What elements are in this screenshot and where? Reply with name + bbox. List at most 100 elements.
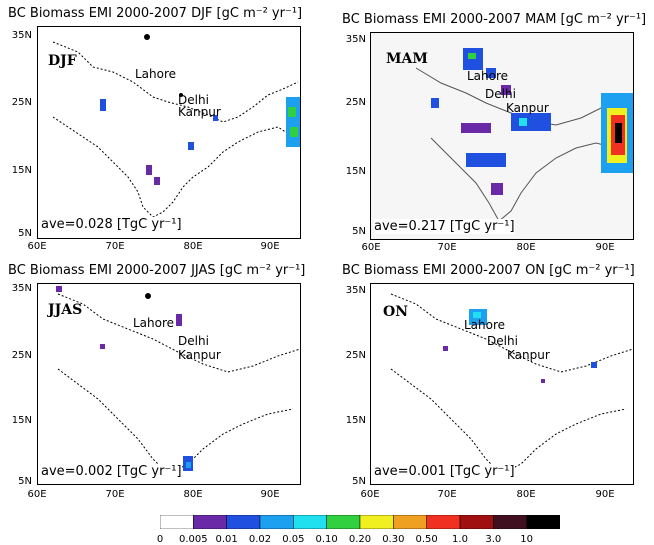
lon-label: 60E <box>27 241 47 252</box>
colorbar-segment <box>459 515 494 529</box>
colorbar-tick-label: 0.20 <box>348 534 372 545</box>
colorbar-tick-label: 0 <box>156 534 164 545</box>
emission-cell <box>213 115 218 121</box>
colorbar-segment <box>526 515 560 529</box>
city-kanpur: Kanpur <box>506 101 549 115</box>
lon-label: 80E <box>516 489 536 500</box>
emission-cell <box>100 344 105 349</box>
colorbar-tick-label: 0.50 <box>415 534 438 545</box>
colorbar-tick-label: 3.0 <box>485 534 502 545</box>
emission-cell <box>286 97 300 147</box>
city-lahore: Lahore <box>133 316 175 330</box>
emission-cell <box>290 127 298 137</box>
emission-cell <box>486 68 496 78</box>
city-delhi: Delhi <box>178 334 209 348</box>
lon-label: 90E <box>260 241 280 252</box>
city-marker-lahore <box>144 34 150 40</box>
lon-label: 90E <box>595 242 615 253</box>
panel-title: BC Biomass EMI 2000-2007 JJAS [gC m⁻² yr… <box>8 263 306 278</box>
city-lahore: Lahore <box>464 318 506 332</box>
colorbar <box>160 515 560 529</box>
colorbar-segment <box>326 515 361 529</box>
city-delhi: Delhi <box>485 87 516 101</box>
map-canvas <box>52 34 300 218</box>
emission-cell <box>491 183 503 195</box>
lat-label: 5N <box>352 226 366 237</box>
lat-label: 15N <box>11 415 32 426</box>
lat-label: 25N <box>11 350 32 361</box>
coastline <box>390 293 633 475</box>
map-frame: DJF Lahore Delhi Kanpur ave=0.028 [TgC y… <box>37 26 301 239</box>
emission-cell <box>591 362 597 368</box>
colorbar-tick-label: 0.30 <box>382 534 405 545</box>
lat-label: 35N <box>345 34 366 45</box>
emission-cell <box>188 142 194 150</box>
colorbar-segment <box>160 515 194 529</box>
city-kanpur: Kanpur <box>178 105 221 119</box>
colorbar-segment <box>493 515 527 529</box>
colorbar-tick-label: 0.01 <box>215 534 238 545</box>
emission-cell <box>615 123 622 143</box>
panel-title: BC Biomass EMI 2000-2007 DJF [gC m⁻² yr⁻… <box>8 6 303 21</box>
map-frame: JJAS Lahore Delhi Kanpur ave=0.002 [TgC … <box>37 283 301 485</box>
season-label: MAM <box>386 51 428 67</box>
colorbar-segment <box>359 515 394 529</box>
emission-cell <box>288 107 296 117</box>
panel-title: BC Biomass EMI 2000-2007 ON [gC m⁻² yr⁻¹… <box>342 263 635 278</box>
emission-cell <box>146 165 152 175</box>
colorbar-segment <box>226 515 261 529</box>
emission-cell <box>100 99 106 111</box>
lat-label: 25N <box>345 97 366 108</box>
emission-cell <box>186 462 191 468</box>
colorbar-tick-label: 1.0 <box>452 534 468 545</box>
lat-label: 25N <box>11 97 32 108</box>
lon-label: 60E <box>360 489 380 500</box>
emission-cell <box>461 123 491 133</box>
lat-label: 5N <box>18 228 32 239</box>
lat-label: 15N <box>345 166 366 177</box>
colorbar-segment <box>293 515 327 529</box>
lat-label: 15N <box>11 165 32 176</box>
emission-cell <box>176 314 182 326</box>
lon-label: 70E <box>437 489 457 500</box>
season-label: JJAS <box>48 302 83 318</box>
colorbar-segment <box>193 515 227 529</box>
emission-cell <box>466 153 506 167</box>
average-label: ave=0.001 [TgC yr⁻¹] <box>374 464 515 479</box>
lon-label: 70E <box>105 241 125 252</box>
colorbar-tick-label: 0.05 <box>282 534 305 545</box>
emission-cell <box>473 312 481 318</box>
emission-cell <box>431 98 439 108</box>
emission-cell <box>468 53 476 59</box>
season-label: ON <box>383 304 408 320</box>
emission-cell <box>443 346 448 351</box>
lon-label: 90E <box>260 489 280 500</box>
colorbar-tick-label: 0.02 <box>248 534 272 545</box>
lon-label: 60E <box>361 242 381 253</box>
lat-label: 15N <box>345 415 366 426</box>
colorbar-segment <box>426 515 461 529</box>
city-kanpur: Kanpur <box>507 348 550 362</box>
city-lahore: Lahore <box>467 69 509 83</box>
average-label: ave=0.028 [TgC yr⁻¹] <box>41 217 182 232</box>
lat-label: 35N <box>11 30 32 41</box>
emission-cell <box>519 118 527 126</box>
colorbar-segment <box>393 515 427 529</box>
lon-label: 80E <box>516 242 536 253</box>
map-canvas <box>371 33 633 239</box>
city-marker-lahore <box>145 293 151 299</box>
season-label: DJF <box>48 53 77 69</box>
emission-cell <box>541 379 545 383</box>
emission-cell <box>501 85 511 95</box>
lat-label: 35N <box>11 283 32 294</box>
map-canvas <box>390 293 633 475</box>
city-lahore: Lahore <box>135 67 177 81</box>
lon-label: 70E <box>105 489 125 500</box>
lat-label: 5N <box>352 476 366 487</box>
city-delhi: Delhi <box>178 93 209 107</box>
emission-cell <box>511 113 551 131</box>
emission-cell <box>56 286 62 292</box>
lon-label: 80E <box>183 241 203 252</box>
lat-label: 5N <box>18 476 32 487</box>
average-label: ave=0.217 [TgC yr⁻¹] <box>374 219 515 234</box>
